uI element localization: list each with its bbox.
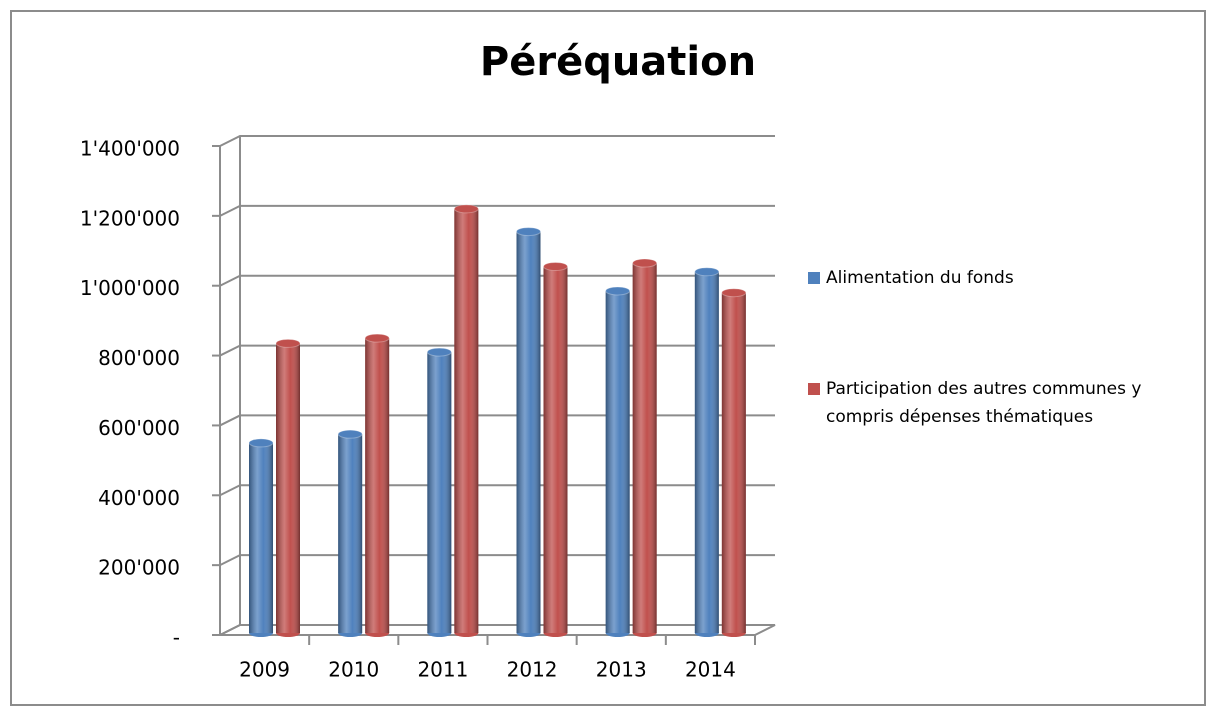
grid-line	[219, 484, 775, 497]
bar-top	[453, 204, 479, 214]
legend-item: Alimentation du fonds	[808, 264, 1208, 292]
bar-top	[605, 286, 631, 296]
bar-top	[632, 258, 658, 268]
legend-swatch	[808, 272, 820, 284]
y-tick-label: 1'200'000	[80, 206, 180, 230]
bar-top	[275, 338, 301, 348]
bar-shade	[427, 352, 452, 633]
bar-shade	[632, 263, 657, 633]
bar-shade	[694, 271, 719, 633]
bar-shade	[365, 338, 390, 633]
bar-top	[337, 429, 363, 439]
bar-top	[543, 262, 568, 272]
grid-line	[219, 554, 775, 567]
bar-shade	[338, 434, 363, 633]
legend-item: Participation des autres communes y comp…	[808, 375, 1208, 431]
grid-line	[219, 135, 775, 147]
frame	[10, 10, 1206, 706]
bar-shade	[721, 292, 746, 633]
plot: - 200'000 400'000 600'000 800'000 1'000'000 1'…	[80, 135, 776, 682]
grid-line	[219, 414, 775, 427]
bar-shade	[543, 266, 568, 633]
x-tick-label: 2013	[596, 658, 647, 682]
bar-top	[364, 333, 390, 343]
y-tick-label: -	[173, 626, 180, 650]
y-tick-label: 1'400'000	[80, 137, 180, 161]
x-tick-label: 2012	[507, 658, 558, 682]
y-tick-label: 600'000	[98, 416, 180, 440]
bar-top	[248, 438, 274, 448]
legend-label: Participation des autres communes y comp…	[826, 379, 1142, 427]
grid-line	[219, 344, 775, 357]
grid-line	[219, 624, 775, 636]
x-tick-label: 2014	[685, 658, 736, 682]
bar-shade	[276, 343, 300, 633]
bar-shade	[516, 231, 541, 633]
legend-swatch	[808, 383, 820, 395]
bar-shade	[605, 290, 630, 633]
x-tick-label: 2009	[239, 658, 290, 682]
x-tick-label: 2010	[328, 658, 379, 682]
grid-line	[219, 274, 775, 287]
chart-title: Péréquation	[480, 39, 756, 85]
y-tick-label: 800'000	[98, 346, 180, 370]
bar-top	[694, 267, 720, 277]
grid-line	[219, 204, 775, 217]
bar-top	[721, 288, 747, 298]
bar-shade	[454, 208, 479, 633]
x-tick-label: 2011	[417, 658, 468, 682]
floor	[219, 624, 776, 636]
y-tick-label: 200'000	[98, 556, 180, 580]
bar-top	[516, 227, 541, 237]
bar-shade	[249, 442, 273, 633]
bar-top	[426, 347, 452, 357]
legend-label: Alimentation du fonds	[826, 268, 1014, 288]
y-tick-label: 1'000'000	[80, 276, 180, 300]
y-tick-label: 400'000	[98, 486, 180, 510]
